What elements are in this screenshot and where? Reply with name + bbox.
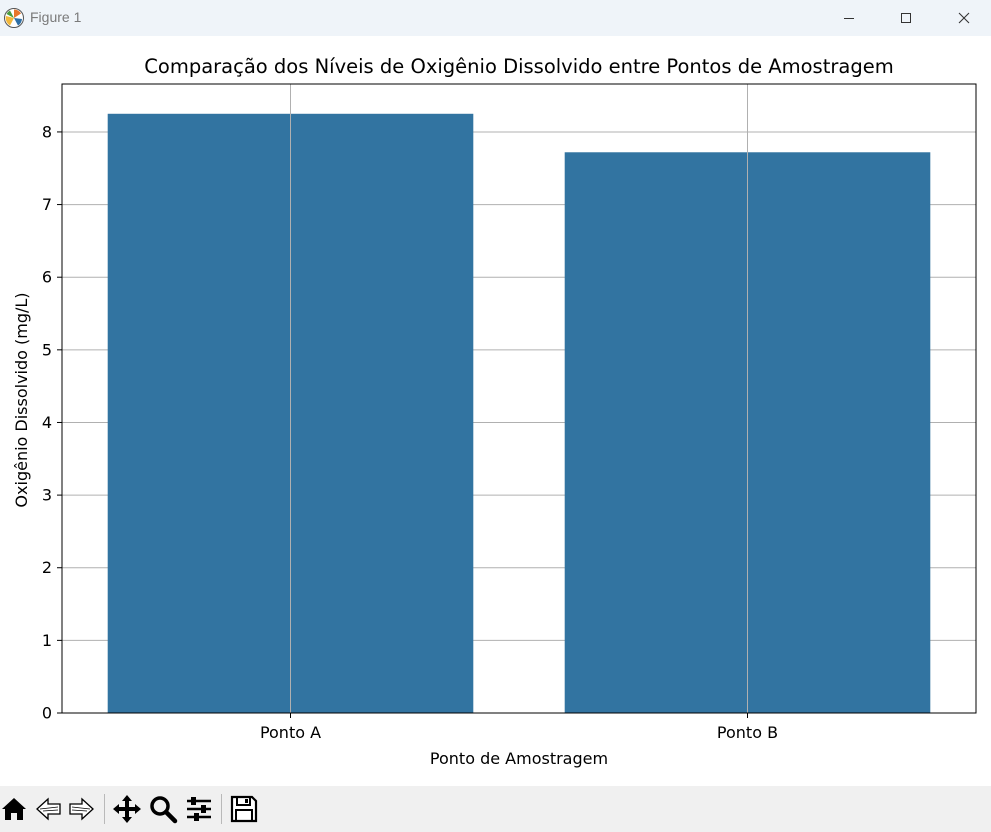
y-tick-label: 2 — [42, 558, 52, 577]
y-tick-label: 0 — [42, 704, 52, 723]
close-button[interactable] — [935, 0, 991, 36]
minimize-button[interactable] — [820, 0, 878, 36]
x-tick-label: Ponto A — [260, 723, 321, 742]
close-icon — [958, 12, 970, 24]
chart-title: Comparação dos Níveis de Oxigênio Dissol… — [144, 55, 893, 78]
y-tick-label: 3 — [42, 486, 52, 505]
title-bar: Figure 1 — [0, 0, 991, 36]
vertical-grid-lines — [290, 84, 748, 713]
forward-arrow-icon — [69, 797, 94, 821]
y-tick-label: 5 — [42, 340, 52, 359]
y-tick-label: 6 — [42, 268, 52, 287]
bar-chart: 0 1 2 3 4 5 6 7 8 Ponto A Ponto B Comparação dos … — [12, 55, 977, 768]
toolbar-separator — [104, 794, 105, 824]
back-arrow-icon — [36, 797, 61, 821]
plot-frame — [61, 83, 977, 714]
toolbar-separator — [221, 794, 222, 824]
zoom-icon — [150, 796, 178, 824]
zoom-button[interactable] — [146, 792, 180, 826]
navigation-toolbar — [0, 786, 991, 832]
save-icon — [230, 795, 258, 823]
y-tick-label: 1 — [42, 631, 52, 650]
y-tick-label: 7 — [42, 195, 52, 214]
maximize-icon — [901, 13, 911, 23]
y-tick-label: 4 — [42, 413, 52, 432]
x-axis-ticks: Ponto A Ponto B — [260, 713, 778, 742]
home-icon — [2, 798, 26, 820]
y-axis-ticks: 0 1 2 3 4 5 6 7 8 — [42, 122, 62, 723]
minimize-icon — [844, 18, 854, 19]
matplotlib-logo-icon — [4, 8, 24, 28]
pan-icon — [113, 795, 141, 823]
configure-subplots-icon — [187, 797, 211, 821]
bars — [107, 113, 931, 714]
x-axis-label: Ponto de Amostragem — [430, 749, 608, 768]
figure-canvas[interactable]: 0 1 2 3 4 5 6 7 8 Ponto A Ponto B Comparação dos … — [0, 36, 991, 786]
y-tick-label: 8 — [42, 122, 52, 141]
x-tick-label: Ponto B — [717, 723, 778, 742]
home-button[interactable] — [0, 792, 31, 826]
configure-subplots-button[interactable] — [182, 792, 216, 826]
maximize-button[interactable] — [877, 0, 935, 36]
save-button[interactable] — [227, 792, 261, 826]
y-axis-label: Oxigênio Dissolvido (mg/L) — [12, 292, 31, 507]
forward-button[interactable] — [65, 792, 99, 826]
window-title: Figure 1 — [30, 9, 82, 25]
back-button[interactable] — [31, 792, 65, 826]
pan-button[interactable] — [110, 792, 144, 826]
